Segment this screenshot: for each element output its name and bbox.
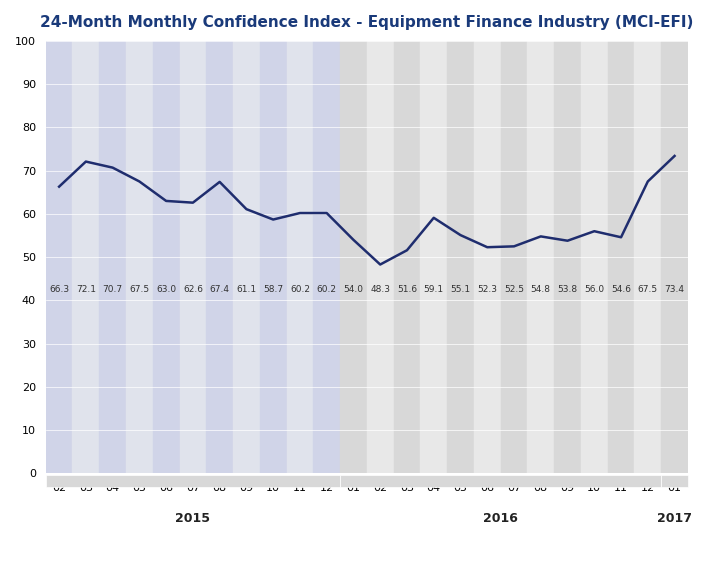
Text: 2017: 2017 (657, 512, 692, 525)
Bar (259, 41, 286, 474)
Bar (554, 41, 581, 474)
Text: 61.1: 61.1 (236, 285, 257, 295)
Bar (233, 41, 259, 474)
Bar (447, 41, 474, 474)
Bar (661, 41, 688, 474)
Bar (367, 41, 393, 474)
Text: 60.2: 60.2 (317, 285, 337, 295)
Text: 67.5: 67.5 (638, 285, 658, 295)
Bar (527, 41, 554, 474)
Text: 58.7: 58.7 (263, 285, 283, 295)
Bar (99, 41, 126, 474)
Bar (608, 41, 635, 474)
Text: 2015: 2015 (175, 512, 211, 525)
Bar (206, 41, 233, 474)
Text: 48.3: 48.3 (370, 285, 390, 295)
Bar (126, 41, 152, 474)
Bar (474, 41, 501, 474)
Text: 53.8: 53.8 (557, 285, 578, 295)
Bar (45, 41, 72, 474)
Text: 54.8: 54.8 (531, 285, 551, 295)
Text: 72.1: 72.1 (76, 285, 96, 295)
Bar (286, 41, 313, 474)
Text: 52.3: 52.3 (477, 285, 497, 295)
Text: 70.7: 70.7 (103, 285, 123, 295)
Bar (313, 41, 340, 474)
Text: 54.6: 54.6 (611, 285, 631, 295)
Text: 62.6: 62.6 (183, 285, 203, 295)
Text: 56.0: 56.0 (584, 285, 604, 295)
Bar (72, 41, 99, 474)
Text: 67.5: 67.5 (129, 285, 150, 295)
Bar (581, 41, 608, 474)
Bar (393, 41, 420, 474)
Text: 51.6: 51.6 (397, 285, 417, 295)
Text: 67.4: 67.4 (210, 285, 230, 295)
Title: 24-Month Monthly Confidence Index - Equipment Finance Industry (MCI-EFI): 24-Month Monthly Confidence Index - Equi… (40, 15, 693, 30)
Text: 73.4: 73.4 (664, 285, 685, 295)
Bar (152, 41, 179, 474)
Text: 54.0: 54.0 (343, 285, 364, 295)
Text: 59.1: 59.1 (424, 285, 444, 295)
Text: 63.0: 63.0 (156, 285, 177, 295)
Bar (179, 41, 206, 474)
Bar (420, 41, 447, 474)
Bar (340, 41, 367, 474)
Text: 66.3: 66.3 (49, 285, 69, 295)
Text: 60.2: 60.2 (290, 285, 310, 295)
Text: 55.1: 55.1 (450, 285, 471, 295)
Text: 2016: 2016 (484, 512, 518, 525)
Text: 52.5: 52.5 (504, 285, 524, 295)
Bar (501, 41, 527, 474)
Bar (635, 41, 661, 474)
